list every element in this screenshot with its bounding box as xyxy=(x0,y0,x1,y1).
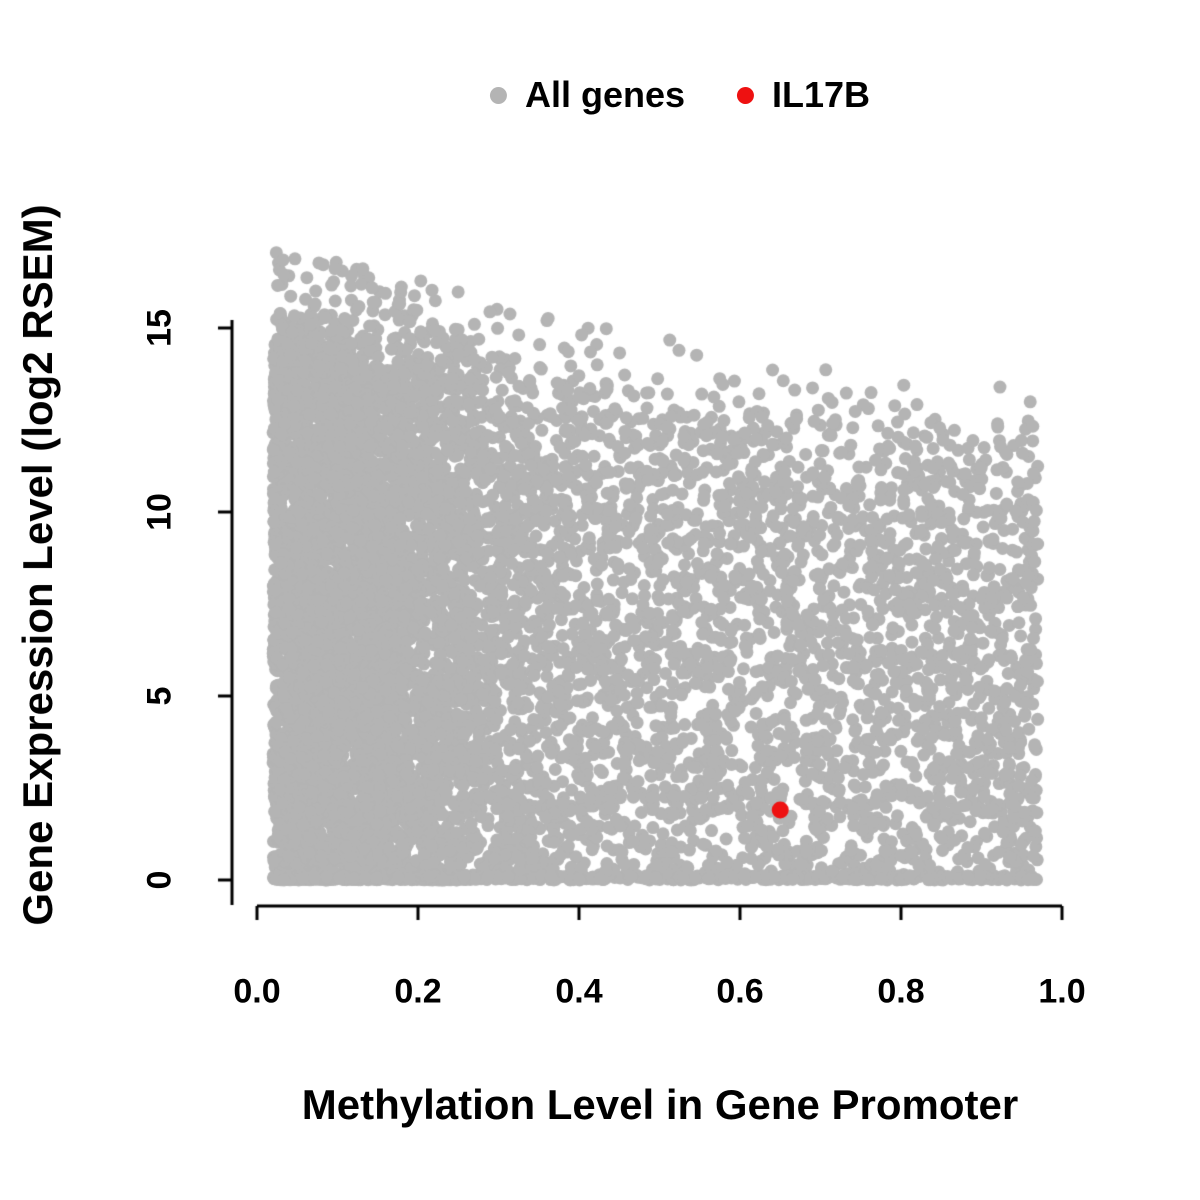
y-axis-tick-label: 5 xyxy=(140,686,179,706)
legend-label-il17b: IL17B xyxy=(772,74,871,115)
legend-item-il17b: IL17B xyxy=(737,74,870,116)
legend: All genes IL17B xyxy=(489,74,870,116)
all-genes-marker-icon xyxy=(489,86,507,104)
y-axis-tick-label: 10 xyxy=(140,493,179,531)
il17b-marker-icon xyxy=(737,86,755,104)
x-axis-tick-label: 0.6 xyxy=(716,972,764,1011)
x-axis-tick-label: 1.0 xyxy=(1038,972,1086,1011)
x-axis-tick-label: 0.8 xyxy=(877,972,925,1011)
y-axis-title: Gene Expression Level (log2 RSEM) xyxy=(14,204,61,926)
y-axis-tick-label: 0 xyxy=(140,870,179,890)
y-axis-tick-label: 15 xyxy=(140,309,179,347)
x-axis-tick-label: 0.2 xyxy=(394,972,442,1011)
legend-label-all-genes: All genes xyxy=(524,74,686,115)
x-axis-title: Methylation Level in Gene Promoter xyxy=(301,1081,1019,1128)
legend-item-all-genes: All genes xyxy=(489,74,686,116)
x-axis-tick-label: 0.0 xyxy=(233,972,281,1011)
x-axis-tick-label: 0.4 xyxy=(555,972,603,1011)
